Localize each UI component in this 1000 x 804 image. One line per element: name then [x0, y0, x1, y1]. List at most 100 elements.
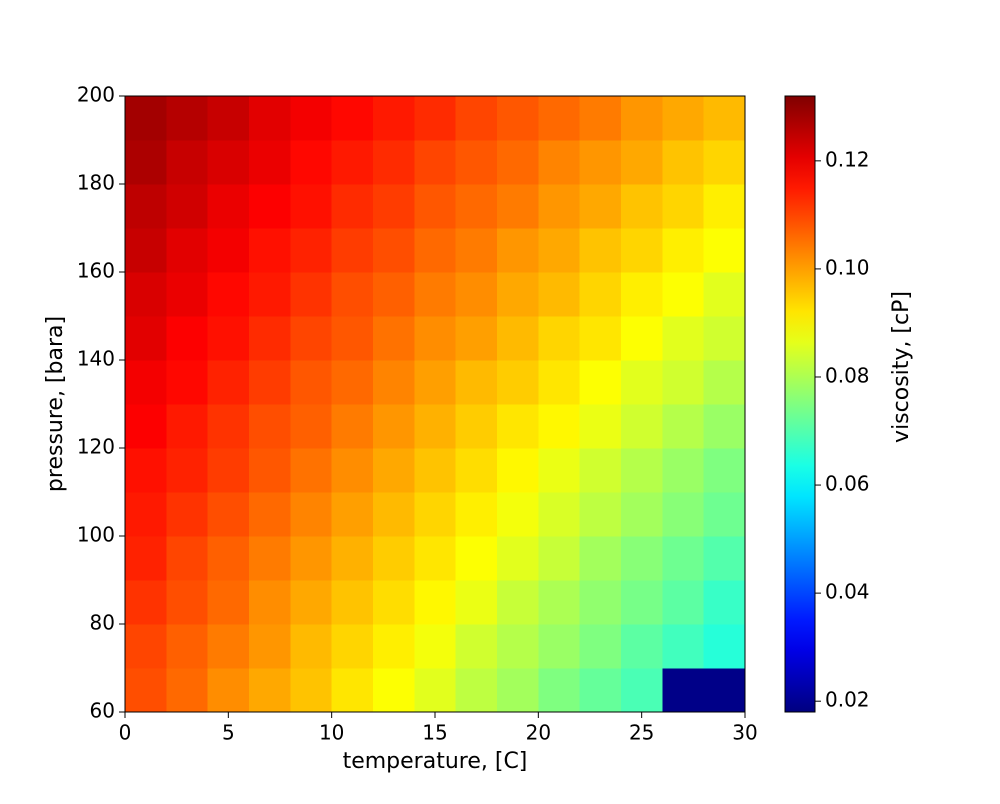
heatmap-cell — [621, 536, 663, 581]
y-tick-label: 180 — [77, 171, 115, 195]
heatmap-cell — [331, 316, 374, 361]
heatmap-cell — [290, 228, 333, 273]
heatmap-cell — [207, 624, 250, 669]
heatmap-cell — [621, 228, 663, 273]
heatmap-cell — [455, 404, 498, 449]
heatmap-cell — [125, 668, 167, 713]
heatmap-cell — [290, 668, 333, 713]
heatmap-cell — [703, 624, 746, 669]
heatmap-cell — [414, 272, 457, 317]
heatmap-cell — [621, 492, 663, 537]
heatmap-cell — [414, 404, 457, 449]
heatmap-cell — [621, 96, 663, 141]
heatmap-cell — [207, 140, 250, 185]
heatmap-cell — [166, 228, 209, 273]
heatmap-cell — [125, 272, 167, 317]
heatmap-cell — [414, 140, 457, 185]
heatmap-cell — [497, 272, 539, 317]
y-tick-label: 140 — [77, 347, 115, 371]
heatmap-cell — [579, 272, 622, 317]
heatmap-cell — [621, 272, 663, 317]
heatmap-cell — [166, 360, 209, 405]
heatmap-cell — [249, 404, 291, 449]
heatmap-cell — [497, 316, 539, 361]
heatmap-cell — [497, 96, 539, 141]
heatmap-cell — [455, 360, 498, 405]
heatmap-cell — [455, 272, 498, 317]
heatmap-cell — [538, 668, 581, 713]
heatmap-cell — [290, 184, 333, 229]
y-tick-label: 160 — [77, 259, 115, 283]
heatmap-cell — [331, 580, 374, 625]
heatmap-cell — [538, 536, 581, 581]
heatmap-cell — [497, 360, 539, 405]
heatmap-cell — [703, 184, 746, 229]
heatmap-cell — [249, 184, 291, 229]
heatmap-cell — [703, 536, 746, 581]
heatmap-cell — [662, 668, 705, 713]
colorbar-tick-label: 0.02 — [825, 688, 870, 712]
heatmap-cell — [579, 140, 622, 185]
heatmap-cell — [414, 96, 457, 141]
heatmap-cell — [538, 404, 581, 449]
heatmap-cell — [207, 228, 250, 273]
heatmap-cell — [414, 360, 457, 405]
heatmap-cell — [538, 448, 581, 493]
heatmap-cell — [538, 96, 581, 141]
heatmap-cell — [414, 448, 457, 493]
colorbar-tick-label: 0.12 — [825, 147, 870, 171]
y-tick-label: 60 — [90, 699, 115, 723]
heatmap-cell — [538, 360, 581, 405]
heatmap-cell — [662, 492, 705, 537]
heatmap-cell — [331, 272, 374, 317]
heatmap-cell — [579, 316, 622, 361]
heatmap-cell — [290, 492, 333, 537]
heatmap-cell — [662, 228, 705, 273]
x-tick-label: 0 — [119, 721, 132, 745]
heatmap-cell — [373, 668, 415, 713]
heatmap-cell — [621, 184, 663, 229]
heatmap-cell — [207, 96, 250, 141]
heatmap-cell — [621, 316, 663, 361]
heatmap-cell — [125, 404, 167, 449]
heatmap-cell — [207, 316, 250, 361]
heatmap-cell — [166, 184, 209, 229]
heatmap-cell — [166, 272, 209, 317]
heatmap-cell — [538, 228, 581, 273]
heatmap-cell — [703, 492, 746, 537]
heatmap-cell — [455, 140, 498, 185]
heatmap-cell — [125, 448, 167, 493]
heatmap-cell — [207, 360, 250, 405]
heatmap-cell — [373, 96, 415, 141]
heatmap-cell — [207, 668, 250, 713]
heatmap-cell — [166, 404, 209, 449]
heatmap-cell — [125, 316, 167, 361]
heatmap-cell — [166, 536, 209, 581]
heatmap-cell — [703, 96, 746, 141]
heatmap-cell — [207, 580, 250, 625]
y-tick-label: 200 — [77, 83, 115, 107]
heatmap-cell — [662, 360, 705, 405]
heatmap-cell — [249, 536, 291, 581]
heatmap-cell — [455, 624, 498, 669]
heatmap — [125, 96, 746, 713]
heatmap-cell — [455, 668, 498, 713]
heatmap-cell — [125, 492, 167, 537]
heatmap-cell — [621, 668, 663, 713]
heatmap-cell — [579, 448, 622, 493]
heatmap-cell — [579, 580, 622, 625]
heatmap-cell — [290, 96, 333, 141]
heatmap-cell — [207, 448, 250, 493]
heatmap-cell — [414, 228, 457, 273]
heatmap-cell — [249, 492, 291, 537]
heatmap-cell — [703, 272, 746, 317]
heatmap-cell — [290, 536, 333, 581]
heatmap-cell — [249, 668, 291, 713]
heatmap-cell — [373, 228, 415, 273]
heatmap-cell — [166, 96, 209, 141]
heatmap-cell — [373, 316, 415, 361]
heatmap-cell — [455, 580, 498, 625]
heatmap-cell — [497, 492, 539, 537]
heatmap-cell — [538, 272, 581, 317]
